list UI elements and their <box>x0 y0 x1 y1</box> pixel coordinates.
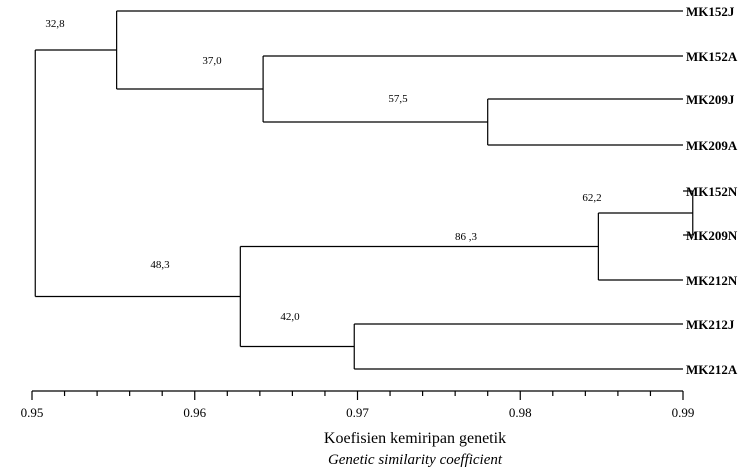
bootstrap-value-n5: 86 ,3 <box>455 231 478 243</box>
axis-tick-label: 0.98 <box>509 405 532 420</box>
axis-tick-label: 0.97 <box>346 405 369 420</box>
bootstrap-labels: 57,5 37,0 32,8 62,2 86 ,3 42,0 48,3 <box>45 18 601 323</box>
leaf-label-mk212j: MK212J <box>686 317 735 332</box>
dendrogram-branches <box>34 10 694 370</box>
axis-title: Koefisien kemiripan genetik <box>324 430 506 447</box>
leaf-label-mk212n: MK212N <box>686 273 738 288</box>
x-axis: 0.95 0.96 0.97 0.98 0.99 <box>21 390 695 420</box>
axis-tick-label: 0.99 <box>672 405 695 420</box>
bootstrap-value-n7: 48,3 <box>150 259 170 271</box>
axis-tick-label: 0.95 <box>21 405 44 420</box>
bootstrap-value-n3: 32,8 <box>45 18 65 30</box>
bootstrap-value-n1: 57,5 <box>388 93 408 105</box>
bootstrap-value-n4: 62,2 <box>582 192 601 204</box>
bootstrap-value-n2: 37,0 <box>202 55 222 67</box>
leaf-label-mk152j: MK152J <box>686 4 735 19</box>
leaf-label-mk152a: MK152A <box>686 49 738 64</box>
bootstrap-value-n6: 42,0 <box>280 311 300 323</box>
leaf-labels: MK152J MK152A MK209J MK209A MK152N MK209N MK21… <box>686 4 738 377</box>
leaf-label-mk212a: MK212A <box>686 362 738 377</box>
leaf-label-mk209n: MK209N <box>686 228 738 243</box>
axis-subtitle: Genetic similarity coefficient <box>328 452 503 468</box>
leaf-label-mk209j: MK209J <box>686 92 735 107</box>
axis-tick-label: 0.96 <box>183 405 206 420</box>
leaf-label-mk209a: MK209A <box>686 138 738 153</box>
leaf-label-mk152n: MK152N <box>686 184 738 199</box>
